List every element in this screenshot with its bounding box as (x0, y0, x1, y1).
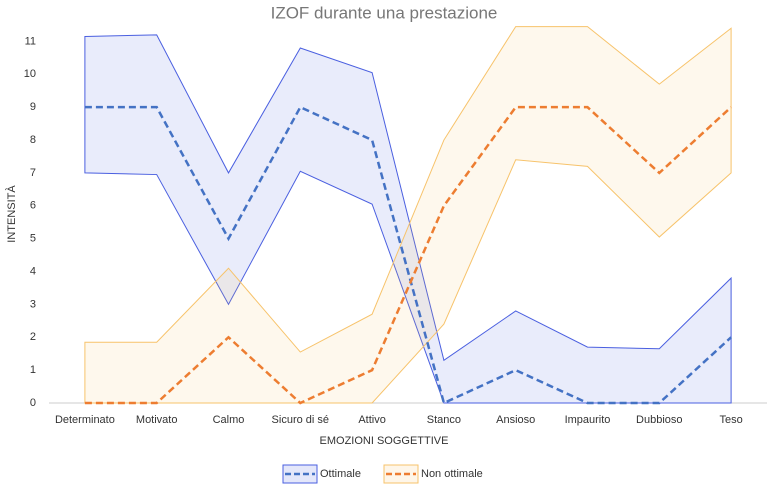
x-tick-label: Calmo (213, 414, 245, 426)
chart-title: IZOF durante una prestazione (271, 3, 498, 22)
y-tick-label: 7 (30, 167, 36, 179)
x-tick-label: Ansioso (496, 414, 535, 426)
x-tick-label: Dubbioso (636, 414, 682, 426)
y-tick-label: 6 (30, 200, 36, 212)
x-tick-label: Teso (719, 414, 742, 426)
x-tick-label: Stanco (427, 414, 461, 426)
y-axis-title: INTENSITÀ (5, 185, 18, 243)
y-tick-label: 4 (30, 265, 36, 277)
band (84, 26, 732, 404)
y-tick-label: 1 (30, 364, 36, 376)
y-tick-label: 5 (30, 233, 36, 245)
y-tick-label: 11 (25, 35, 36, 47)
x-axis-title: EMOZIONI SOGGETTIVE (320, 435, 449, 447)
legend-label: Ottimale (320, 468, 361, 480)
x-tick-label: Motivato (136, 414, 178, 426)
y-tick-label: 0 (30, 397, 36, 409)
line (84, 105, 732, 405)
x-tick-label: Impaurito (565, 414, 611, 426)
legend-label: Non ottimale (421, 468, 483, 480)
y-tick-label: 3 (30, 298, 36, 310)
y-tick-label: 9 (30, 101, 36, 113)
y-tick-label: 10 (24, 68, 36, 80)
line (84, 105, 732, 405)
x-tick-label: Sicuro di sé (272, 414, 329, 426)
band (84, 34, 732, 404)
y-tick-label: 2 (30, 331, 36, 343)
x-tick-label: Attivo (358, 414, 386, 426)
y-tick-label: 8 (30, 134, 36, 146)
x-tick-label: Determinato (55, 414, 115, 426)
